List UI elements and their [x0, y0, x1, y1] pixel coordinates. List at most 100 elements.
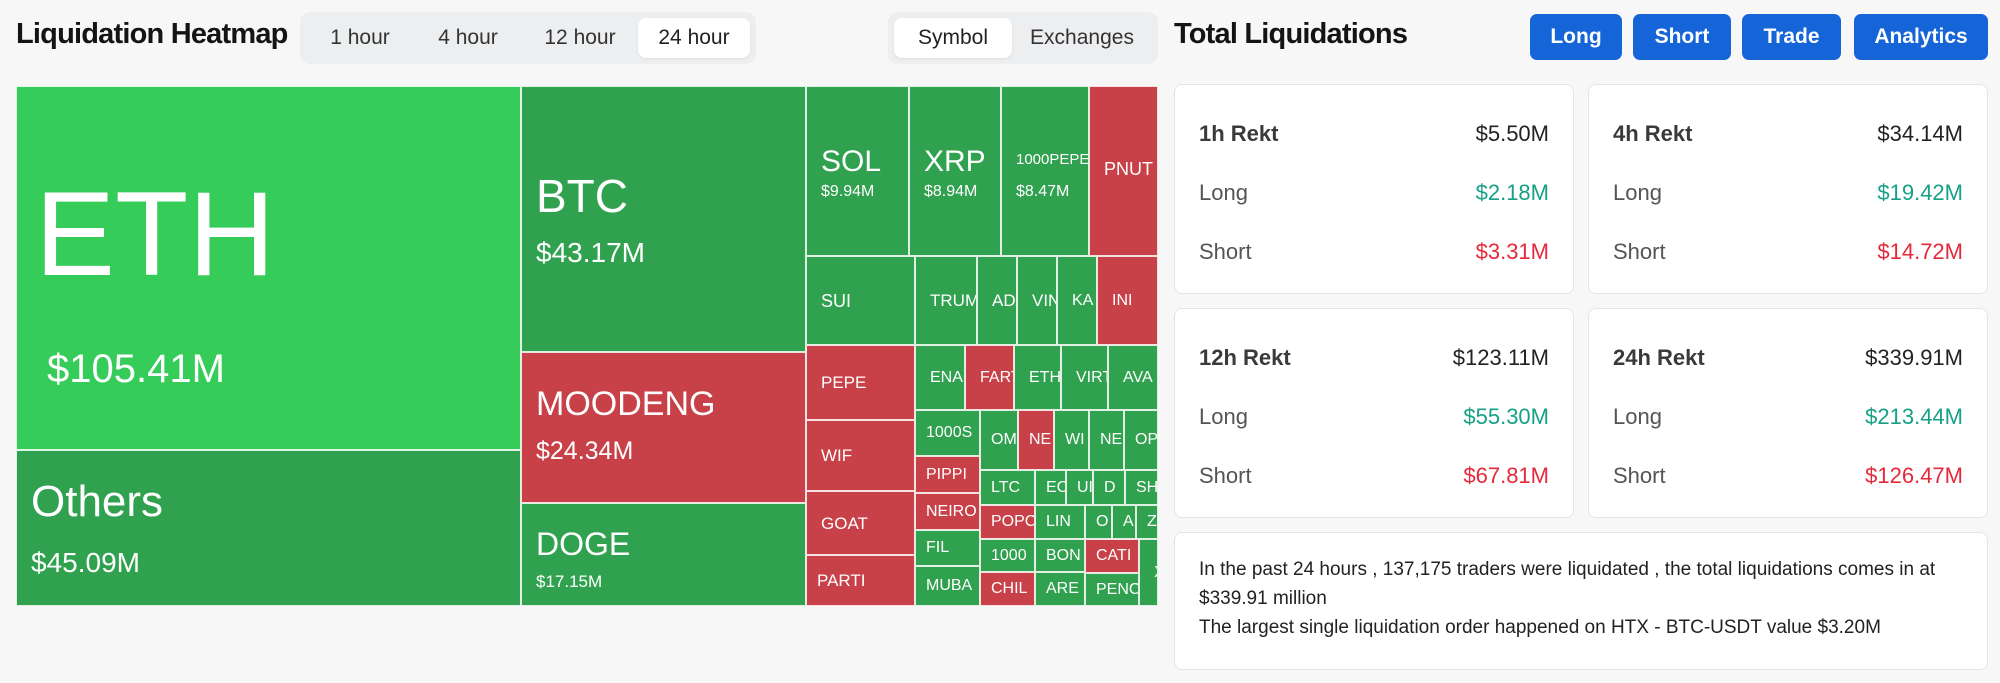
treemap-tile[interactable]: AVA — [1108, 345, 1158, 410]
treemap-tile[interactable]: EC — [1035, 470, 1066, 505]
analytics-button[interactable]: Analytics — [1854, 14, 1988, 60]
tile-symbol: MUBA — [926, 577, 973, 594]
tab-1-hour[interactable]: 1 hour — [330, 26, 390, 49]
tile-symbol: A — [1123, 513, 1134, 530]
treemap-tile[interactable]: BON — [1035, 539, 1085, 572]
tile-value: $24.34M — [536, 437, 634, 465]
tile-symbol: NEIRO — [926, 503, 977, 520]
rekt-card-4h: 4h Rekt $34.14M Long $19.42M Short $14.72M — [1588, 84, 1988, 294]
treemap-tile[interactable]: NE — [1018, 410, 1054, 470]
treemap-tile[interactable]: O — [1085, 505, 1112, 539]
long-label: Long — [1199, 180, 1248, 205]
tile-symbol: FIL — [926, 539, 950, 556]
summary-line-1: In the past 24 hours , 137,175 traders w… — [1199, 559, 1936, 609]
treemap-tile[interactable]: SUI — [806, 256, 915, 345]
treemap-tile[interactable]: ETH $105.41M — [16, 86, 521, 450]
treemap-tile[interactable]: CATI — [1085, 539, 1139, 573]
heatmap-title: Liquidation Heatmap — [16, 18, 288, 50]
rekt-title: 24h Rekt — [1613, 345, 1705, 370]
treemap-tile[interactable]: XRP $8.94M — [909, 86, 1001, 256]
tab-symbol[interactable]: Symbol — [894, 18, 1012, 58]
liquidation-treemap: ETH $105.41M Others $45.09M BTC $43.17M MOODEN… — [16, 86, 1158, 606]
treemap-tile[interactable]: ARE — [1035, 572, 1085, 606]
treemap-tile[interactable]: Others $45.09M — [16, 450, 521, 606]
tile-symbol: DOGE — [536, 526, 631, 562]
tile-symbol: INI — [1112, 292, 1133, 309]
tile-value: $43.17M — [536, 237, 645, 268]
short-label: Short — [1199, 239, 1252, 264]
treemap-tile[interactable]: DOGE $17.15M — [521, 503, 806, 606]
summary-line-2: The largest single liquidation order hap… — [1199, 617, 1881, 638]
treemap-tile[interactable]: POPC — [980, 505, 1035, 539]
tile-symbol: Others — [31, 477, 164, 526]
treemap-tile[interactable]: X — [1139, 539, 1158, 606]
tile-symbol: ADA — [992, 291, 1016, 310]
tile-symbol: MOODENG — [536, 385, 716, 423]
tile-symbol: NE — [1029, 431, 1052, 448]
treemap-tile[interactable]: PARTI — [806, 555, 915, 606]
treemap-tile[interactable]: MUBA — [915, 566, 980, 606]
tile-symbol: ETH — [1029, 369, 1061, 386]
treemap-tile[interactable]: PENC — [1085, 573, 1139, 606]
rekt-card-12h: 12h Rekt $123.11M Long $55.30M Short $67.81… — [1174, 308, 1574, 518]
treemap-tile[interactable]: 1000 — [980, 539, 1035, 572]
tile-symbol: 1000 — [991, 547, 1027, 564]
treemap-tile[interactable]: 1000PEPE $8.47M — [1001, 86, 1089, 256]
short-value: $67.81M — [1463, 463, 1549, 488]
treemap-tile[interactable]: SH — [1125, 470, 1158, 505]
treemap-tile[interactable]: NE — [1089, 410, 1124, 470]
treemap-tile[interactable]: WIF — [806, 420, 915, 491]
tab-12-hour[interactable]: 12 hour — [544, 26, 616, 49]
short-value: $14.72M — [1877, 239, 1963, 264]
tab-24-hour[interactable]: 24 hour — [638, 18, 750, 58]
treemap-tile[interactable]: VIN — [1017, 256, 1057, 345]
treemap-tile[interactable]: Z — [1136, 505, 1158, 539]
treemap-tile[interactable]: INI — [1097, 256, 1158, 345]
treemap-tile[interactable]: WI — [1054, 410, 1089, 470]
long-value: $55.30M — [1463, 404, 1549, 429]
rekt-card-1h: 1h Rekt $5.50M Long $2.18M Short $3.31M — [1174, 84, 1574, 294]
treemap-tile[interactable]: GOAT — [806, 491, 915, 555]
treemap-tile[interactable]: KA — [1057, 256, 1097, 345]
treemap-tile[interactable]: FART — [965, 345, 1014, 410]
tab-exchanges[interactable]: Exchanges — [1030, 26, 1134, 49]
tile-symbol: TRUM — [930, 291, 977, 310]
tile-symbol: CHIL — [991, 580, 1028, 597]
treemap-tile[interactable]: OM — [980, 410, 1018, 470]
tile-symbol: NE — [1100, 431, 1123, 448]
treemap-tile[interactable]: CHIL — [980, 572, 1035, 606]
trade-button[interactable]: Trade — [1742, 14, 1841, 60]
treemap-tile[interactable]: BTC $43.17M — [521, 86, 806, 352]
treemap-tile[interactable]: PIPPI — [915, 456, 980, 493]
tile-symbol: EC — [1046, 479, 1065, 496]
treemap-tile[interactable]: D — [1093, 470, 1125, 505]
treemap-tile[interactable]: PNUT — [1089, 86, 1158, 256]
treemap-tile[interactable]: ETH — [1014, 345, 1061, 410]
long-label: Long — [1199, 404, 1248, 429]
treemap-tile[interactable]: 1000S — [915, 410, 980, 456]
tab-4-hour[interactable]: 4 hour — [438, 26, 498, 49]
tile-symbol: X — [1154, 564, 1157, 582]
treemap-tile[interactable]: LTC — [980, 470, 1035, 505]
treemap-tile[interactable]: ADA — [977, 256, 1017, 345]
treemap-tile[interactable]: TRUM — [915, 256, 977, 345]
treemap-tile[interactable]: NEIRO — [915, 493, 980, 530]
treemap-tile[interactable]: MOODENG $24.34M — [521, 352, 806, 503]
treemap-tile[interactable]: A — [1112, 505, 1136, 539]
treemap-tile[interactable]: SOL $9.94M — [806, 86, 909, 256]
tile-symbol: VIRT — [1076, 369, 1107, 386]
treemap-tile[interactable]: UI — [1066, 470, 1093, 505]
treemap-tile[interactable]: LIN — [1035, 505, 1085, 539]
short-button[interactable]: Short — [1633, 14, 1731, 60]
long-button[interactable]: Long — [1530, 14, 1622, 60]
treemap-tile[interactable]: ENA — [915, 345, 965, 410]
tile-symbol: LTC — [991, 479, 1021, 496]
tile-symbol: D — [1104, 479, 1116, 496]
tile-symbol: XRP — [924, 145, 986, 178]
long-label: Long — [1613, 404, 1662, 429]
treemap-tile[interactable]: VIRT — [1061, 345, 1108, 410]
treemap-tile[interactable]: FIL — [915, 530, 980, 566]
treemap-tile[interactable]: PEPE — [806, 345, 915, 420]
long-label: Long — [1613, 180, 1662, 205]
treemap-tile[interactable]: OP — [1124, 410, 1158, 470]
